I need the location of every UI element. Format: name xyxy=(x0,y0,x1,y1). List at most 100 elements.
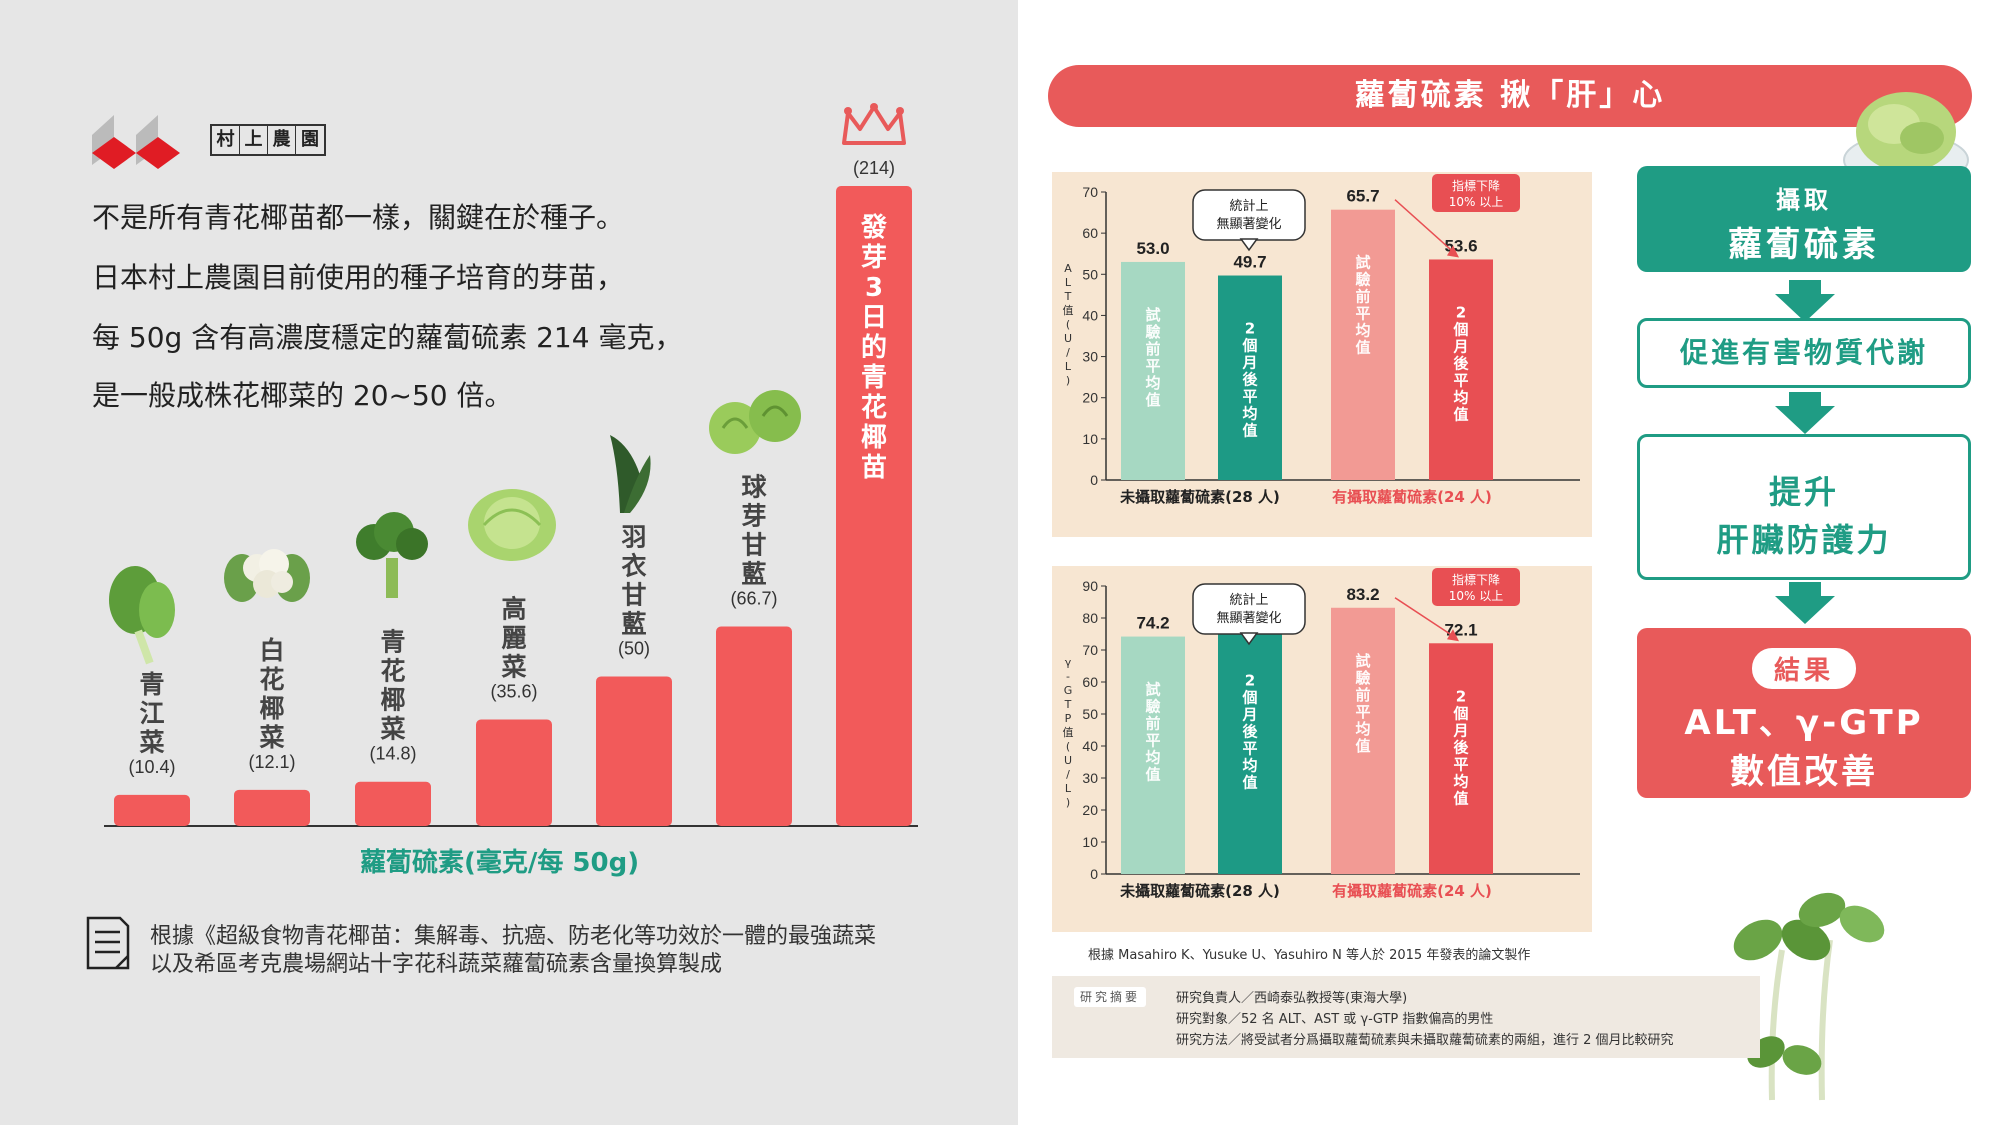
category-label-char: 麗 xyxy=(501,624,526,653)
bok-choy-icon xyxy=(109,566,175,665)
category-label-char: 日 xyxy=(861,303,887,333)
data-label: 53.0 xyxy=(1136,239,1169,258)
category-label-char: 的 xyxy=(861,332,887,363)
category-label-char: 羽 xyxy=(621,522,646,551)
y-tick-label: 40 xyxy=(1082,738,1098,754)
category-label-char: 芽 xyxy=(861,243,887,273)
category-label-char: 球 xyxy=(741,473,767,502)
bar-label-char: 均 xyxy=(1355,720,1370,738)
data-label: (66.7) xyxy=(730,589,777,609)
y-axis-label-char: - xyxy=(1066,670,1070,683)
data-label: 83.2 xyxy=(1346,585,1379,604)
x-axis-title: 蘿蔔硫素(毫克/每 50g) xyxy=(360,848,640,878)
y-tick-label: 80 xyxy=(1082,610,1098,626)
bar-label-char: 均 xyxy=(1453,772,1468,790)
data-bar xyxy=(596,676,672,826)
bar-label-char: 前 xyxy=(1355,288,1370,306)
bar-label-char: 值 xyxy=(1242,422,1257,440)
data-bar xyxy=(114,794,190,826)
data-label: 49.7 xyxy=(1233,253,1266,272)
category-label-char: 甘 xyxy=(621,580,646,609)
alt-bar-chart: 010203040506070ALT值(U/L)53.0試驗前平均值49.72個… xyxy=(1063,174,1580,506)
y-tick-label: 60 xyxy=(1082,674,1098,690)
bar-label-char: 後 xyxy=(1452,738,1469,756)
bar-label-char: 試 xyxy=(1145,681,1160,699)
y-tick-label: 40 xyxy=(1082,307,1098,323)
reference-line: 以及希區考克農場網站十字花科蔬菜蘿蔔硫素含量換算製成 xyxy=(150,952,723,977)
y-axis-label-char: / xyxy=(1066,768,1070,781)
study-line: 研究對象／52 名 ALT、AST 或 γ-GTP 指數偏高的男性 xyxy=(1176,1012,1494,1027)
y-axis-label-char: ( xyxy=(1066,740,1070,753)
bar-label-char: 個 xyxy=(1241,689,1257,707)
callout-text: 無顯著變化 xyxy=(1216,610,1281,626)
y-tick-label: 10 xyxy=(1082,431,1098,447)
bar-label-char: 值 xyxy=(1355,339,1370,357)
data-label: 65.7 xyxy=(1346,187,1379,206)
data-bar xyxy=(355,781,431,826)
document-icon xyxy=(86,916,130,970)
bar-label-char: 個 xyxy=(1241,337,1257,355)
data-bar xyxy=(1121,261,1185,480)
callout-text: 統計上 xyxy=(1229,198,1268,214)
bar-label-char: 2 xyxy=(1245,320,1255,338)
crown-icon xyxy=(842,103,906,145)
callout-bubble xyxy=(1192,583,1306,635)
callout-tag xyxy=(1432,174,1520,212)
category-label-char: 藍 xyxy=(621,609,646,638)
bar-label-char: 值 xyxy=(1242,774,1257,792)
category-label-char: 發 xyxy=(860,213,888,243)
callout-tag-text: 10% 以上 xyxy=(1449,195,1504,209)
category-label-char: 江 xyxy=(139,699,164,728)
category-label-char: 花 xyxy=(380,657,405,686)
y-axis-label-char: T xyxy=(1064,290,1072,303)
bar-label-char: 值 xyxy=(1453,789,1468,807)
bar-label-char: 驗 xyxy=(1145,698,1160,716)
bar-label-char: 均 xyxy=(1145,749,1160,767)
category-label-char: 苗 xyxy=(861,453,887,483)
bar-label-char: 後 xyxy=(1452,354,1469,372)
decrease-arrowhead xyxy=(1447,245,1459,258)
callout-tag-text: 10% 以上 xyxy=(1449,589,1504,603)
bar-label-char: 平 xyxy=(1242,388,1257,406)
bar-label-char: 試 xyxy=(1355,254,1370,272)
bar-label-char: 後 xyxy=(1241,371,1258,389)
flow-step-protection-line1: 提升 xyxy=(1768,473,1839,511)
bar-label-char: 平 xyxy=(1453,371,1468,389)
y-tick-label: 20 xyxy=(1082,390,1098,406)
category-label-char: 花 xyxy=(259,665,284,694)
bar-label-char: 平 xyxy=(1453,755,1468,773)
flow-step-intake-big: 蘿蔔硫素 xyxy=(1728,225,1880,265)
category-label-char: 青 xyxy=(861,363,887,393)
y-axis-label-char: L xyxy=(1065,360,1072,373)
data-bar xyxy=(234,789,310,826)
category-label-char: 椰 xyxy=(380,686,405,715)
kale-icon xyxy=(610,435,651,513)
bar-label-char: 個 xyxy=(1452,320,1468,338)
flow-step-intake: 攝取 蘿蔔硫素 xyxy=(1637,166,1971,272)
logo-char: 村 xyxy=(212,126,240,154)
bar-label-char: 個 xyxy=(1452,704,1468,722)
callout-tag-text: 指標下降 xyxy=(1452,572,1500,587)
group-label: 未攝取蘿蔔硫素(28 人) xyxy=(1119,882,1280,900)
y-axis-label-char: ) xyxy=(1066,796,1070,809)
logo-char: 園 xyxy=(301,129,319,150)
bar-label-char: 月 xyxy=(1241,706,1257,724)
y-axis-label-char: G xyxy=(1064,684,1073,697)
bar-label-char: 驗 xyxy=(1355,669,1370,687)
bar-label-char: 平 xyxy=(1242,740,1257,758)
data-label: (14.8) xyxy=(369,744,416,764)
arrow-down-icon xyxy=(1775,280,1835,322)
category-label-char: 白 xyxy=(259,636,284,665)
bar-label-char: 月 xyxy=(1452,337,1468,355)
flow-step-intake-small: 攝取 xyxy=(1776,186,1832,214)
data-bar xyxy=(716,626,792,826)
y-axis-label-char: 值 xyxy=(1063,304,1074,317)
y-tick-label: 70 xyxy=(1082,642,1098,658)
logo-text: 村 上 農 園 xyxy=(210,124,326,156)
group-label: 有攝取蘿蔔硫素(24 人) xyxy=(1332,882,1492,900)
y-axis-label-char: A xyxy=(1064,262,1072,275)
bar-label-char: 平 xyxy=(1355,703,1370,721)
category-label-char: 椰 xyxy=(861,423,887,453)
bar-label-char: 值 xyxy=(1145,391,1160,409)
bar-label-char: 值 xyxy=(1145,766,1160,784)
